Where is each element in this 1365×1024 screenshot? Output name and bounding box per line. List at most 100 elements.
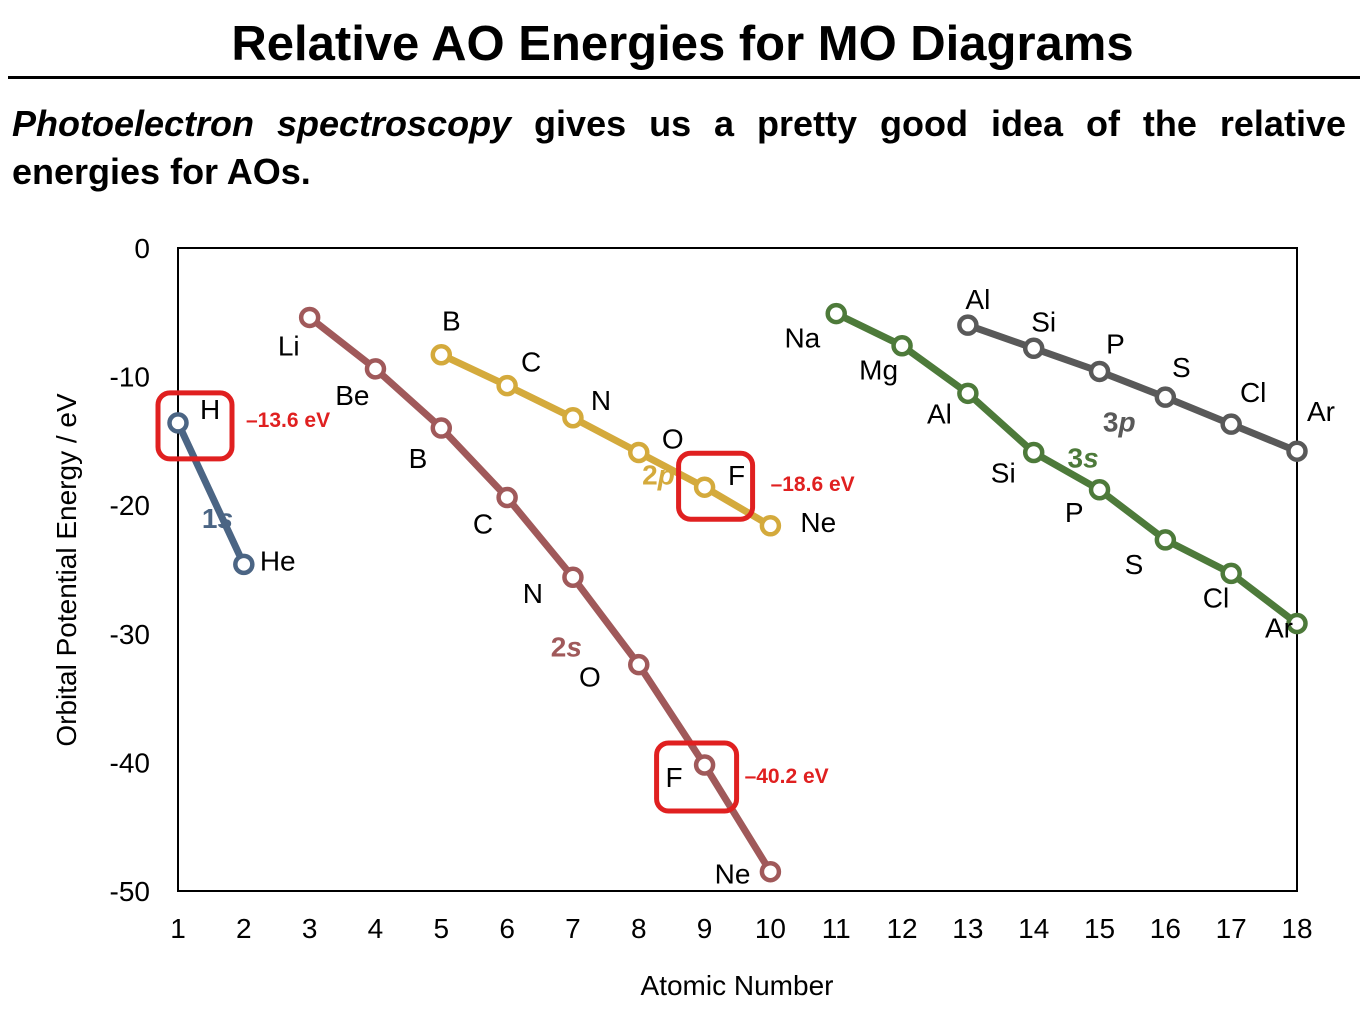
intro-text: Photoelectron spectroscopy gives us a pr… <box>12 100 1346 196</box>
y-tick-label: -50 <box>110 876 150 907</box>
series-line-2s <box>306 313 774 876</box>
point-label: N <box>523 578 543 609</box>
point-label: B <box>442 306 461 337</box>
data-point-3p <box>957 314 979 336</box>
x-tick-label: 15 <box>1084 913 1115 944</box>
energy-annotation: –40.2 eV <box>745 765 829 788</box>
point-label: P <box>1065 497 1084 528</box>
y-tick-label: -20 <box>110 490 150 521</box>
x-tick-label: 4 <box>368 913 384 944</box>
series-name-3p: 3p <box>1103 407 1136 438</box>
point-label: Na <box>784 323 820 354</box>
point-label: Cl <box>1203 582 1229 613</box>
series-line-3p <box>964 321 1301 455</box>
highlight-box <box>155 390 235 462</box>
x-tick-label: 9 <box>697 913 713 944</box>
x-tick-label: 5 <box>434 913 450 944</box>
highlight-box <box>654 740 740 814</box>
point-label: C <box>473 508 493 539</box>
intro-rest: gives us a pretty good idea of the relat… <box>12 103 1346 192</box>
series-points <box>167 302 1308 883</box>
data-point-2s <box>759 860 782 883</box>
data-point-3s <box>891 334 913 357</box>
data-point-1s <box>167 412 189 434</box>
point-label: B <box>409 443 428 474</box>
data-point-3p <box>1286 440 1308 462</box>
x-tick-label: 1 <box>170 913 186 944</box>
data-point-2p <box>759 515 782 537</box>
x-tick-label: 3 <box>302 913 318 944</box>
y-tick-label: -30 <box>110 619 150 650</box>
x-axis-ticks: 1 2 3 4 5 6 7 8 9 10 11 12 13 14 15 16 17 18 <box>170 913 1312 944</box>
energy-annotation: –18.6 eV <box>771 473 855 496</box>
point-label: Ne <box>800 507 836 538</box>
title-divider <box>8 76 1360 79</box>
y-tick-label: -40 <box>110 747 150 778</box>
point-label: Ar <box>1307 396 1335 427</box>
data-point-3s <box>1088 479 1111 501</box>
data-point-3s <box>1286 612 1308 635</box>
slide-title: Relative AO Energies for MO Diagrams <box>231 17 1134 71</box>
series-name-1s: 1s <box>202 503 233 534</box>
point-label: N <box>591 385 611 416</box>
y-tick-label: -10 <box>110 362 150 393</box>
data-point-3p <box>1088 360 1111 383</box>
point-label: O <box>662 423 684 454</box>
data-point-3s <box>825 302 847 325</box>
data-point-2p <box>628 441 650 464</box>
energy-annotation: –13.6 eV <box>246 409 330 432</box>
series-name-2p: 2p <box>642 459 675 490</box>
series-line-2p <box>437 351 774 530</box>
x-tick-label: 2 <box>236 913 252 944</box>
point-label: F <box>665 762 682 793</box>
data-point-3s <box>1220 562 1242 585</box>
data-point-2p <box>496 374 518 397</box>
point-label: Al <box>965 284 990 315</box>
data-point-3p <box>1154 386 1177 408</box>
x-tick-label: 17 <box>1216 913 1247 944</box>
data-point-2s <box>693 754 716 776</box>
series-line-3s <box>832 310 1301 627</box>
point-label: S <box>1125 549 1144 580</box>
series-name-2s: 2s <box>551 632 582 663</box>
data-point-2s <box>562 566 584 588</box>
data-point-2s <box>496 486 518 509</box>
x-tick-label: 8 <box>631 913 647 944</box>
point-label: Ar <box>1265 613 1293 644</box>
series-lines <box>174 310 1301 876</box>
point-label: He <box>260 545 296 576</box>
point-label: H <box>200 394 220 425</box>
x-tick-label: 14 <box>1018 913 1049 944</box>
point-label: F <box>728 460 745 491</box>
callouts: –13.6 eV –18.6 eV –40.2 eV <box>155 390 855 814</box>
point-label: Si <box>991 457 1016 488</box>
x-tick-label: 7 <box>565 913 581 944</box>
data-point-2p <box>430 343 453 366</box>
x-tick-label: 11 <box>822 913 851 944</box>
data-point-2s <box>628 653 650 676</box>
point-label: Ne <box>715 859 751 890</box>
series-line-1s <box>174 419 248 568</box>
plot-frame <box>177 247 1298 892</box>
point-label: Mg <box>859 355 898 386</box>
y-tick-label: 0 <box>134 233 150 264</box>
data-point-2p <box>562 407 584 429</box>
y-axis-ticks: 0 -10 -20 -30 -40 -50 <box>110 233 150 907</box>
highlight-box <box>676 450 756 522</box>
data-point-2p <box>693 476 716 498</box>
x-tick-label: 16 <box>1150 913 1181 944</box>
point-labels: H He Li Be B C N O F Ne B C N O F Ne Na Mg Al Si P S Cl Ar Al Si P… <box>200 284 1335 890</box>
intro-emphasis: Photoelectron spectroscopy <box>12 103 512 144</box>
series-name-3s: 3s <box>1067 443 1098 474</box>
point-label: C <box>521 347 541 378</box>
x-tick-label: 13 <box>952 913 983 944</box>
point-label: S <box>1172 352 1191 383</box>
point-label: O <box>579 662 601 693</box>
data-point-2s <box>430 417 453 439</box>
x-axis-title: Atomic Number <box>641 970 834 1001</box>
data-point-1s <box>233 553 255 576</box>
point-label: Si <box>1031 306 1056 337</box>
point-label: Cl <box>1240 377 1266 408</box>
data-point-3p <box>1022 337 1045 360</box>
